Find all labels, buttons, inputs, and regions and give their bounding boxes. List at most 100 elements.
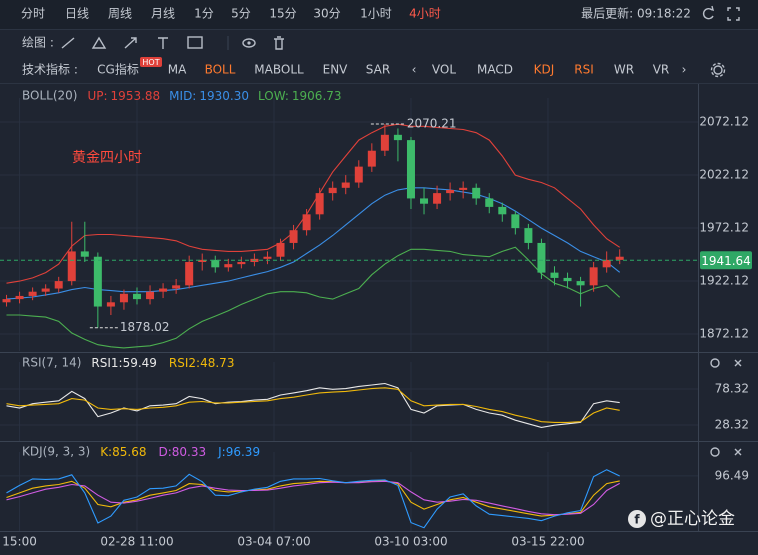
x-tick-label: 03-10 03:00 xyxy=(374,535,447,549)
candle-body xyxy=(615,256,624,260)
panel-title: KDJ(9, 3, 3) xyxy=(22,445,90,459)
timeframe-tab[interactable]: 5分 xyxy=(231,7,251,21)
fullscreen-icon[interactable] xyxy=(727,7,740,21)
watermark: @正心论金 xyxy=(650,509,735,529)
y-tick-label: 2072.12 xyxy=(699,114,749,128)
indicator-tab[interactable]: MABOLL xyxy=(254,63,304,77)
legend-item: K:85.68 xyxy=(100,445,146,459)
indicator-tab[interactable]: VOL xyxy=(432,63,456,77)
candle-body xyxy=(119,293,128,303)
legend-value: 85.68 xyxy=(112,445,146,459)
candle-body xyxy=(132,293,141,300)
timeframe-tab[interactable]: 30分 xyxy=(313,7,340,21)
legend-value: 1906.73 xyxy=(292,89,342,103)
candle-body xyxy=(185,262,194,286)
candle-body xyxy=(289,230,298,243)
timeframe-tab[interactable]: 月线 xyxy=(151,7,175,21)
last-update: 最后更新: 09:18:22 xyxy=(581,6,691,21)
candle-body xyxy=(211,259,220,268)
timeframe-tab[interactable]: 分时 xyxy=(21,7,45,21)
candle-body xyxy=(198,259,207,263)
legend-item: D:80.33 xyxy=(158,445,206,459)
timeframe-tab[interactable]: 4小时 xyxy=(409,7,441,21)
timeframe-tab[interactable]: 1分 xyxy=(194,7,214,21)
legend-value: 1930.30 xyxy=(199,89,249,103)
candle-body xyxy=(328,187,337,194)
y-tick-label: 78.32 xyxy=(715,382,749,396)
refresh-icon[interactable] xyxy=(702,5,714,20)
y-tick-label: 28.32 xyxy=(715,418,749,432)
candle-body xyxy=(576,281,585,286)
x-tick-label: 03-15 22:00 xyxy=(511,535,584,549)
indicator-tab[interactable]: CG指标 xyxy=(97,62,139,77)
candle-body xyxy=(67,251,76,282)
indicator-line xyxy=(6,469,620,529)
candle-body xyxy=(498,206,507,215)
indicator-line xyxy=(6,187,621,300)
legend-name: K: xyxy=(100,445,112,459)
indicator-tab[interactable]: BOLL xyxy=(205,63,236,77)
candle-body xyxy=(54,281,63,289)
candle-body xyxy=(380,134,389,151)
drawing-tools[interactable] xyxy=(61,36,284,50)
legend-value: 59.49 xyxy=(123,356,157,370)
timeframe-tab[interactable]: 1小时 xyxy=(360,7,392,21)
indicator-tab[interactable]: WR xyxy=(614,63,634,77)
y-tick-label: 96.49 xyxy=(715,468,749,482)
indicator-tab[interactable]: SAR xyxy=(366,63,390,77)
candle-body xyxy=(550,272,559,278)
candle-body xyxy=(302,214,311,231)
legend-name: LOW: xyxy=(258,89,289,103)
indicator-line xyxy=(6,246,621,349)
x-tick-label: 02-28 11:00 xyxy=(100,535,173,549)
drawing-label: 绘图 : xyxy=(22,35,54,50)
candle-body xyxy=(315,193,324,215)
last-price-label: 1941.64 xyxy=(701,254,751,268)
indicator-line xyxy=(6,387,620,423)
indicator-tab[interactable]: VR xyxy=(653,63,670,77)
candle-body xyxy=(172,285,181,289)
rsi-panel-icons[interactable] xyxy=(710,358,742,368)
scroll-right[interactable]: › xyxy=(682,63,687,77)
indicator-tab[interactable]: KDJ xyxy=(534,63,555,77)
candle-body xyxy=(472,187,481,199)
indicator-tab[interactable]: RSI xyxy=(574,63,594,77)
candle-body xyxy=(276,242,285,257)
candle-body xyxy=(446,189,455,194)
legend-item: RSI1:59.49 xyxy=(91,356,157,370)
candle-body xyxy=(15,295,24,300)
candle-body xyxy=(41,288,50,292)
timeframe-tab[interactable]: 周线 xyxy=(108,7,132,21)
candle-body xyxy=(224,264,233,268)
candle-body xyxy=(106,302,115,307)
candle-body xyxy=(406,140,415,199)
last-price-box xyxy=(700,251,752,270)
candle-body xyxy=(159,288,168,292)
svg-text:f: f xyxy=(634,513,640,527)
candle-body xyxy=(237,262,246,265)
candle-body xyxy=(524,228,533,243)
candle-body xyxy=(602,259,611,268)
indicator-tab[interactable]: ENV xyxy=(323,63,349,77)
candle-body xyxy=(354,166,363,183)
indicator-tab[interactable]: MACD xyxy=(477,63,513,77)
candle-body xyxy=(2,299,11,303)
candle-body xyxy=(459,187,468,190)
settings-icon[interactable] xyxy=(710,62,726,78)
candle-body xyxy=(589,267,598,286)
y-tick-label: 1922.12 xyxy=(699,273,749,287)
legend-item: RSI2:48.73 xyxy=(169,356,235,370)
kdj-panel-icons[interactable] xyxy=(710,447,742,457)
panel-title: BOLL(20) xyxy=(22,89,77,103)
candle-body xyxy=(511,214,520,229)
candle-body xyxy=(146,291,155,300)
scroll-left[interactable]: ‹ xyxy=(412,63,417,77)
legend-value: 48.73 xyxy=(200,356,234,370)
legend-name: MID: xyxy=(169,89,196,103)
timeframe-tab[interactable]: 日线 xyxy=(65,7,89,21)
indicator-line xyxy=(6,382,620,428)
timeframe-tab[interactable]: 15分 xyxy=(269,7,296,21)
indicator-tab[interactable]: MA xyxy=(168,63,187,77)
indicator-label: 技术指标 : xyxy=(22,62,78,77)
